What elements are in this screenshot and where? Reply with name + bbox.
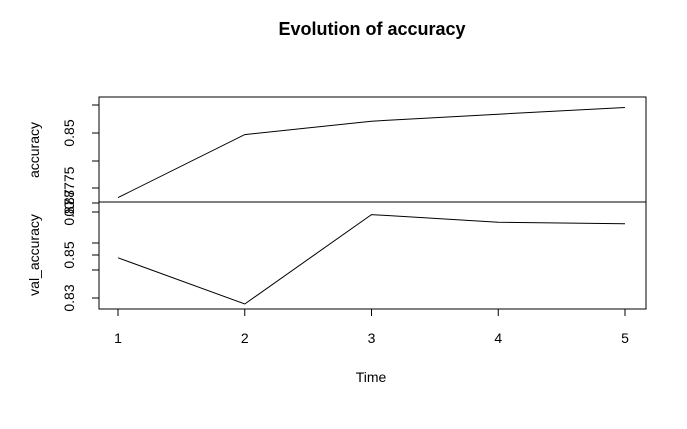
x-tick-label: 2 (241, 330, 249, 346)
panel-2: 0.83 0.85 0.87 val_accuracy (26, 198, 647, 312)
y-tick-label: 0.87 (61, 189, 77, 216)
y-tick-label: 0.85 (61, 119, 77, 146)
x-tick-label: 5 (621, 330, 629, 346)
y-tick-label: 0.8775 (61, 166, 77, 209)
panels-layer: 0.8775 0.85 0.87 accuracy 0.83 0.85 0.87 val_ac… (26, 96, 647, 312)
y-axis-label: accuracy (26, 122, 42, 178)
series-line-1 (117, 107, 626, 199)
y-tick-label: 0.85 (61, 241, 77, 268)
x-tick-label: 3 (368, 330, 376, 346)
panel-frame (98, 96, 647, 203)
x-tick-label: 4 (494, 330, 502, 346)
x-axis: 1 2 3 4 5 (114, 308, 629, 346)
series-line-1 (117, 214, 626, 305)
y-tick-label: 0.87 (61, 198, 77, 225)
x-tick-label: 1 (114, 330, 122, 346)
x-axis-label: Time (356, 369, 387, 385)
panel-frame (98, 201, 647, 310)
y-axis-label: val_accuracy (26, 214, 42, 296)
panel-1: 0.8775 0.85 0.87 accuracy (26, 96, 647, 217)
y-tick-label: 0.83 (61, 284, 77, 311)
chart-title: Evolution of accuracy (278, 19, 465, 39)
